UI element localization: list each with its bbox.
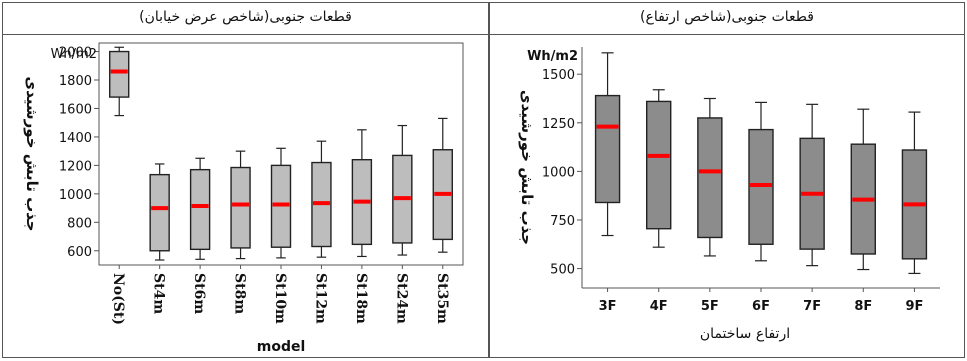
left-y-tick-label: 800 bbox=[67, 216, 92, 231]
left-y-tick-label: 1200 bbox=[59, 159, 92, 174]
left-y-tick-label: 1800 bbox=[59, 74, 92, 89]
right-x-axis-title: ارتفاع ساختمان bbox=[700, 326, 790, 342]
left-chart-header: قطعات جنوبی(شاخص عرض خیابان) bbox=[3, 3, 488, 35]
right-x-tick-label: 4F bbox=[650, 299, 668, 314]
right-y-axis-title: جذب تابش خورشیدی bbox=[518, 90, 536, 245]
left-x-tick-label: St6m bbox=[191, 273, 207, 314]
left-box bbox=[149, 173, 170, 252]
right-y-tick-label: 750 bbox=[550, 214, 575, 229]
right-box bbox=[594, 94, 621, 204]
right-x-tick-label: 6F bbox=[752, 299, 770, 314]
right-y-tick-label: 1250 bbox=[542, 117, 575, 132]
left-x-tick-label: No(St) bbox=[110, 273, 126, 325]
left-box bbox=[230, 166, 251, 249]
right-boxplot-chart: 500 750 1000 1250 1500 Wh/m2 جذب تابش خورشیدی 3… bbox=[518, 47, 940, 342]
right-y-tick-label: 1500 bbox=[542, 68, 575, 83]
left-x-tick-label: St8m bbox=[232, 273, 248, 314]
right-x-tick-label: 5F bbox=[701, 299, 719, 314]
right-x-tick-label: 9F bbox=[905, 299, 923, 314]
right-chart-header: قطعات جنوبی(شاخص ارتفاع) bbox=[490, 3, 964, 35]
left-x-tick-label: St4m bbox=[151, 273, 167, 314]
left-chart-title: قطعات جنوبی(شاخص عرض خیابان) bbox=[139, 9, 352, 25]
right-box bbox=[697, 117, 723, 239]
left-unit-label: Wh/m2 bbox=[51, 47, 97, 62]
left-box bbox=[189, 168, 211, 251]
right-chart-title: قطعات جنوبی(شاخص ارتفاع) bbox=[640, 9, 814, 25]
right-chart-panel: قطعات جنوبی(شاخص ارتفاع) 500 750 1000 1250 1… bbox=[489, 2, 965, 358]
left-x-tick-label: St12m bbox=[312, 273, 328, 324]
left-y-tick-label: 1000 bbox=[59, 188, 92, 203]
left-x-tick-label: St35m bbox=[434, 273, 450, 324]
left-x-axis-title: model bbox=[257, 339, 306, 355]
right-x-tick-label: 3F bbox=[599, 299, 617, 314]
left-y-tick-label: 1600 bbox=[59, 102, 92, 117]
left-chart-panel: قطعات جنوبی(شاخص عرض خیابان) 600 800 1000 1… bbox=[2, 2, 489, 358]
left-x-tick-label: St24m bbox=[393, 273, 409, 324]
left-box bbox=[109, 50, 130, 98]
right-box bbox=[646, 100, 672, 230]
left-y-tick-label: 2000 bbox=[59, 46, 92, 61]
right-unit-label: Wh/m2 bbox=[527, 49, 578, 64]
left-y-tick-label: 1400 bbox=[59, 131, 92, 146]
right-x-tick-label: 7F bbox=[803, 299, 821, 314]
left-y-axis-title: جذب تابش خورشیدی bbox=[23, 76, 41, 231]
right-y-tick-label: 500 bbox=[550, 263, 575, 278]
right-y-tick-label: 1000 bbox=[542, 165, 575, 180]
left-y-tick-label: 600 bbox=[67, 245, 92, 260]
right-x-tick-label: 8F bbox=[854, 299, 872, 314]
left-x-tick-label: St18m bbox=[353, 273, 369, 324]
left-x-tick-label: St10m bbox=[272, 273, 288, 324]
